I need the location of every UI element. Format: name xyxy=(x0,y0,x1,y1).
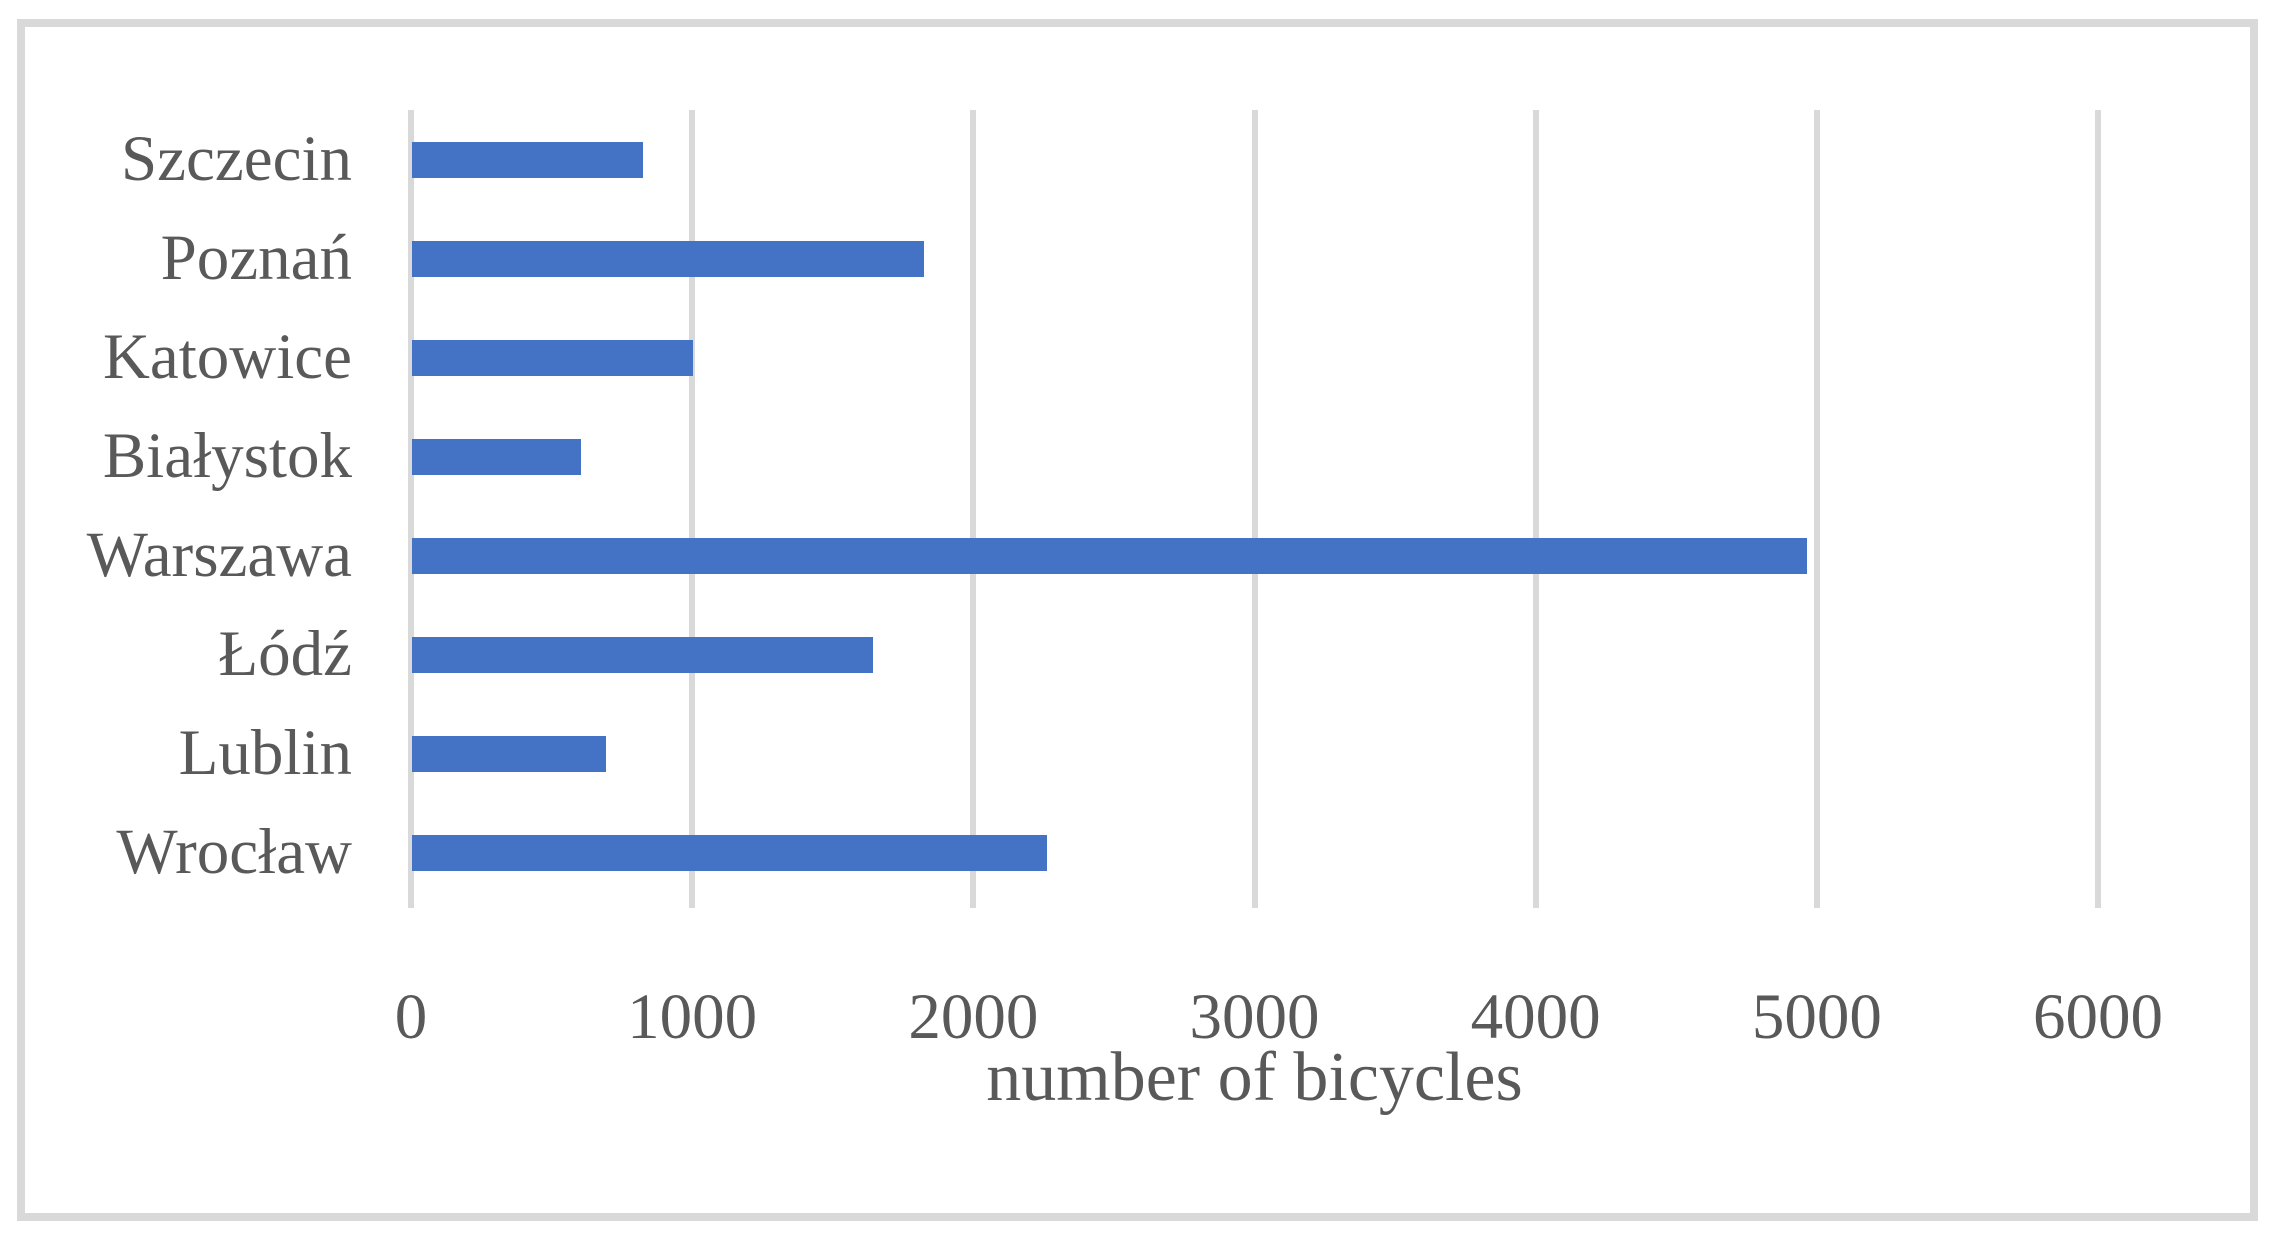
category-label-szczecin: Szczecin xyxy=(121,122,352,195)
category-label-poznań: Poznań xyxy=(160,221,352,294)
bar-warszawa xyxy=(412,537,1807,574)
category-label-warszawa: Warszawa xyxy=(86,518,352,591)
x-tick-label-6000: 6000 xyxy=(2033,981,2163,1053)
category-label-katowice: Katowice xyxy=(102,320,352,393)
gridline-x-3000 xyxy=(1251,110,1258,908)
x-tick-label-5000: 5000 xyxy=(1751,981,1882,1053)
gridline-x-6000 xyxy=(2095,110,2101,908)
category-label-wrocław: Wrocław xyxy=(116,815,352,888)
gridline-x-5000 xyxy=(1813,110,1820,908)
x-tick-label-4000: 4000 xyxy=(1470,981,1601,1053)
category-label-łódź: Łódź xyxy=(218,617,352,690)
x-tick-label-0: 0 xyxy=(394,981,428,1053)
bar-białystok xyxy=(412,438,581,475)
gridline-x-2000 xyxy=(970,110,977,908)
x-tick-label-1000: 1000 xyxy=(627,981,758,1053)
x-tick-label-3000: 3000 xyxy=(1189,981,1320,1053)
gridline-x-4000 xyxy=(1532,110,1539,908)
bar-łódź xyxy=(412,636,874,673)
bar-wrocław xyxy=(412,834,1048,871)
x-tick-label-2000: 2000 xyxy=(908,981,1039,1053)
bar-katowice xyxy=(412,339,694,376)
bar-lublin xyxy=(412,735,606,772)
x-axis-title: number of bicycles xyxy=(986,1039,1523,1116)
bar-poznań xyxy=(412,240,924,277)
category-label-lublin: Lublin xyxy=(178,716,352,789)
gridline-x-1000 xyxy=(689,110,696,908)
gridline-x-0 xyxy=(408,110,414,908)
bar-szczecin xyxy=(412,141,643,178)
category-label-białystok: Białystok xyxy=(102,419,352,492)
